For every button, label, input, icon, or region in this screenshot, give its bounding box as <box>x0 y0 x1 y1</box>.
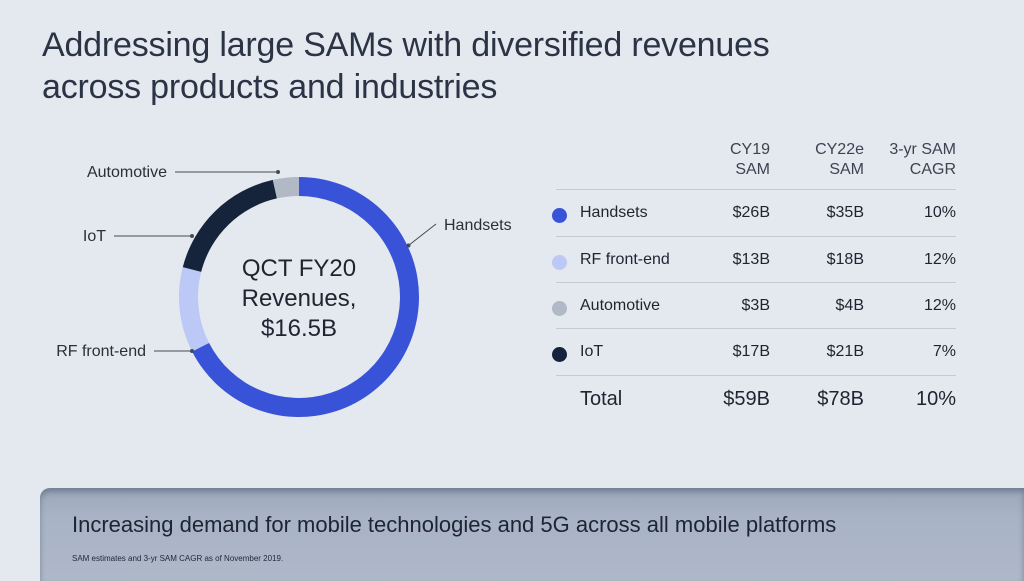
header-cy19: CY19 SAM <box>680 140 770 180</box>
center-label-line-3: $16.5B <box>261 315 337 342</box>
title-line-1: Addressing large SAMs with diversified r… <box>42 26 770 64</box>
leader-dot-rf-front-end <box>190 349 194 353</box>
slice-label-rf-front-end: RF front-end <box>56 343 146 360</box>
row-label: Automotive <box>580 297 661 314</box>
row-cagr-value: 12% <box>923 297 956 314</box>
header-cy22e-line2: SAM <box>829 161 864 178</box>
row-separator <box>556 328 956 329</box>
row-separator <box>556 189 956 190</box>
slice-label-iot: IoT <box>83 228 106 245</box>
slice-label-handsets: Handsets <box>444 217 512 234</box>
row-cy22e-value: $21B <box>826 343 864 360</box>
leader-line-handsets <box>408 223 437 246</box>
leader-dot-iot <box>190 234 194 238</box>
row-color-dot <box>552 255 567 270</box>
row-cy22e-value: $35B <box>826 204 864 221</box>
total-cy19-value: $59B <box>723 388 770 410</box>
total-cy22e-value: $78B <box>817 388 864 410</box>
row-cagr-value: 7% <box>932 343 956 360</box>
row-label: IoT <box>580 343 604 360</box>
total-row: Total $59B $78B 10% <box>548 376 958 422</box>
table-row: Handsets $26B $35B 10% <box>548 190 958 236</box>
table-row: IoT $17B $21B 7% <box>548 329 958 375</box>
row-cy19-value: $17B <box>732 343 770 360</box>
table-row: Automotive $3B $4B 12% <box>548 283 958 329</box>
donut-slice-automotive <box>272 177 299 199</box>
leader-dot-handsets <box>406 243 411 248</box>
total-cagr-value: 10% <box>915 388 956 410</box>
row-cagr-value: 12% <box>923 251 956 268</box>
row-color-dot <box>552 347 567 362</box>
row-cagr-value: 10% <box>923 204 956 221</box>
header-cy19-line1: CY19 <box>729 141 770 158</box>
row-color-dot <box>552 208 567 223</box>
header-cy22e-line1: CY22e <box>815 141 864 158</box>
total-label: Total <box>580 388 623 410</box>
table-row: RF front-end $13B $18B 12% <box>548 237 958 283</box>
header-cy22e: CY22e SAM <box>774 140 864 180</box>
header-cy19-line2: SAM <box>735 161 770 178</box>
donut-chart: Handsets RF front-end IoT Automotive QCT FY… <box>56 164 512 417</box>
page-title: Addressing large SAMs with diversified r… <box>42 24 942 108</box>
summary-banner: Increasing demand for mobile technologie… <box>40 488 1024 581</box>
center-label-line-1: QCT FY20 <box>242 255 356 282</box>
row-separator <box>556 282 956 283</box>
donut-slice-rf-front-end <box>179 267 210 352</box>
slice-label-automotive: Automotive <box>87 164 167 181</box>
row-separator <box>556 236 956 237</box>
header-cagr-line1: 3-yr SAM <box>889 141 956 158</box>
row-cy19-value: $26B <box>732 204 770 221</box>
donut-slice-iot <box>182 179 277 272</box>
row-cy19-value: $13B <box>732 251 770 268</box>
row-cy22e-value: $18B <box>826 251 864 268</box>
title-line-2: across products and industries <box>42 68 498 106</box>
header-cagr: 3-yr SAM CAGR <box>866 140 956 180</box>
row-label: RF front-end <box>580 251 670 268</box>
row-cy22e-value: $4B <box>835 297 864 314</box>
footnote: SAM estimates and 3-yr SAM CAGR as of No… <box>72 554 284 563</box>
header-cagr-line2: CAGR <box>909 161 956 178</box>
row-color-dot <box>552 301 567 316</box>
row-label: Handsets <box>580 204 648 221</box>
leader-dot-automotive <box>276 170 280 174</box>
row-separator <box>556 375 956 376</box>
row-cy19-value: $3B <box>741 297 770 314</box>
banner-text: Increasing demand for mobile technologie… <box>72 512 837 537</box>
center-label-line-2: Revenues, <box>242 285 357 312</box>
